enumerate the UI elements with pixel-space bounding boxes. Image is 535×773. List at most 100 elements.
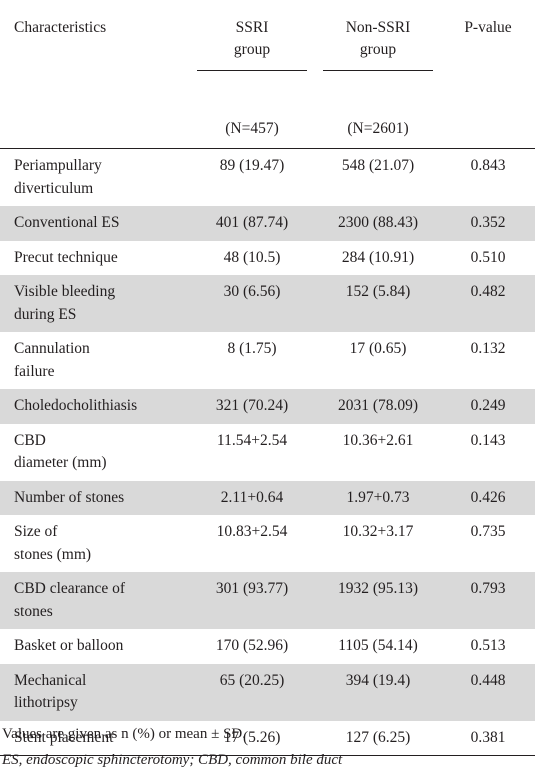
row-label-line1: Cannulation — [14, 340, 90, 357]
table-row: Basket or balloon 170 (52.96) 1105 (54.14)… — [0, 629, 535, 664]
header-characteristics: Characteristics — [14, 19, 107, 36]
row-characteristic: Periampullary diverticulum — [0, 149, 189, 207]
header-non-ssri-group: Non-SSRI group — [315, 0, 441, 110]
header-non-ssri-line1: Non-SSRI — [345, 19, 411, 36]
row-non-ssri-value: 10.32+3.17 — [342, 523, 414, 540]
row-non-ssri-value: 127 (6.25) — [315, 720, 441, 756]
row-label-line1: Conventional ES — [14, 214, 120, 231]
table-row: Precut technique 48 (10.5) 284 (10.91) 0.51… — [0, 241, 535, 276]
table-row: Choledocholithiasis 321 (70.24) 2031 (78.0… — [0, 389, 535, 424]
row-characteristic: Choledocholithiasis — [0, 389, 189, 424]
row-ssri-value: 8 (1.75) — [227, 340, 277, 357]
row-ssri-value: 30 (6.56) — [189, 275, 315, 332]
row-non-ssri-value: 10.36+2.61 — [342, 431, 414, 449]
row-label-line1: Basket or balloon — [14, 637, 124, 654]
row-non-ssri-value: 17 (0.65) — [349, 340, 407, 357]
row-non-ssri-value: 548 (21.07) — [341, 157, 415, 174]
row-label-line1: Mechanical — [14, 671, 87, 689]
footnote-values-note: Values are given as n (%) or mean ± SD. — [2, 726, 246, 742]
header-blank-cell — [0, 110, 189, 149]
row-label-line2: failure — [14, 362, 55, 380]
footnote-abbreviations: ES, endoscopic sphincterotomy; CBD, comm… — [2, 752, 343, 768]
row-characteristic: Size of stones (mm) — [0, 515, 189, 572]
row-p-value: 0.735 — [470, 523, 506, 540]
row-characteristic: Stent placement — [0, 720, 189, 756]
row-label-line2: lithotripsy — [14, 694, 78, 711]
table-row: Stent placement 17 (5.26) 127 (6.25) 0.381 — [0, 720, 535, 756]
row-characteristic: CBD diameter (mm) — [0, 424, 189, 481]
table-row: Number of stones 2.11+0.64 1.97+0.73 0.426 — [0, 480, 535, 515]
row-characteristic: CBD clearance of stones — [0, 572, 189, 629]
row-p-value: 0.143 — [470, 431, 506, 449]
row-p-value: 0.381 — [441, 720, 535, 756]
row-p-value: 0.448 — [441, 663, 535, 721]
row-characteristic: Visible bleeding during ES — [0, 275, 189, 332]
table-header: Characteristics SSRI group Non-SSRI grou… — [0, 0, 535, 149]
row-label-line1: CBD clearance of — [14, 580, 126, 597]
row-characteristic: Basket or balloon — [0, 629, 189, 664]
row-characteristic: Precut technique — [0, 241, 189, 276]
row-ssri-value: 11.54+2.54 — [216, 431, 288, 449]
table-row: Mechanical lithotripsy 65 (20.25) 394 (19.4… — [0, 663, 535, 721]
row-p-value: 0.510 — [470, 248, 506, 266]
row-p-value: 0.249 — [441, 389, 535, 424]
table-row: Conventional ES 401 (87.74) 2300 (88.43) 0.… — [0, 206, 535, 241]
row-label-line1: CBD — [14, 431, 46, 449]
row-label-line1: Periampullary — [14, 157, 102, 174]
row-non-ssri-value: 2031 (78.09) — [315, 389, 441, 424]
row-p-value: 0.513 — [470, 637, 506, 654]
table-body: Periampullary diverticulum 89 (19.47) 548 (… — [0, 149, 535, 756]
row-ssri-value: 17 (5.26) — [189, 720, 315, 756]
row-non-ssri-value: 1105 (54.14) — [338, 637, 418, 654]
row-label-line1: Size of — [14, 523, 58, 540]
header-ssri-line1: SSRI — [235, 19, 269, 36]
row-characteristic: Cannulation failure — [0, 332, 189, 389]
row-label-line2: during ES — [14, 305, 77, 323]
row-characteristic: Conventional ES — [0, 206, 189, 241]
table-row: Cannulation failure 8 (1.75) 17 (0.65) 0.132 — [0, 332, 535, 389]
row-ssri-value: 65 (20.25) — [189, 663, 315, 721]
row-label-line1: Precut technique — [14, 248, 118, 266]
row-label-line1: Stent placement — [14, 728, 114, 746]
row-ssri-value: 401 (87.74) — [189, 206, 315, 241]
row-non-ssri-value: 1.97+0.73 — [315, 480, 441, 515]
table-row: Periampullary diverticulum 89 (19.47) 548 (… — [0, 149, 535, 207]
table-row: CBD diameter (mm) 11.54+2.54 10.36+2.61 0.14… — [0, 424, 535, 481]
row-ssri-value: 301 (93.77) — [189, 572, 315, 629]
row-p-value: 0.482 — [441, 275, 535, 332]
row-ssri-value: 170 (52.96) — [215, 637, 289, 654]
row-label-line1: Number of stones — [14, 488, 125, 506]
row-ssri-value: 2.11+0.64 — [189, 480, 315, 515]
row-non-ssri-value: 394 (19.4) — [315, 663, 441, 721]
header-ssri-group: SSRI group — [189, 0, 315, 110]
row-label-line1: Visible bleeding — [14, 283, 116, 300]
row-label-line2: diverticulum — [14, 179, 94, 197]
row-non-ssri-value: 2300 (88.43) — [315, 206, 441, 241]
table-row: Size of stones (mm) 10.83+2.54 10.32+3.17 0.… — [0, 515, 535, 572]
row-characteristic: Number of stones — [0, 480, 189, 515]
row-non-ssri-value: 284 (10.91) — [341, 248, 415, 266]
row-p-value: 0.426 — [441, 480, 535, 515]
header-ssri-n: (N=457) — [189, 110, 315, 149]
row-ssri-value: 48 (10.5) — [223, 248, 281, 266]
characteristics-table: Characteristics SSRI group Non-SSRI grou… — [0, 0, 535, 756]
row-non-ssri-value: 1932 (95.13) — [315, 572, 441, 629]
header-p-value: P-value — [464, 19, 512, 36]
row-characteristic: Mechanical lithotripsy — [0, 663, 189, 721]
row-p-value: 0.132 — [470, 340, 506, 357]
row-ssri-value: 10.83+2.54 — [216, 523, 288, 540]
row-non-ssri-value: 152 (5.84) — [315, 275, 441, 332]
row-label-line2: stones (mm) — [14, 545, 92, 563]
row-label-line2: stones — [14, 602, 53, 620]
header-ssri-line2: group — [233, 41, 271, 58]
row-p-value: 0.793 — [441, 572, 535, 629]
row-ssri-value: 321 (70.24) — [189, 389, 315, 424]
header-non-ssri-n: (N=2601) — [315, 110, 441, 149]
row-label-line2: diameter (mm) — [14, 454, 107, 471]
table-row: CBD clearance of stones 301 (93.77) 1932 (9… — [0, 572, 535, 629]
row-label-line1: Choledocholithiasis — [14, 397, 138, 414]
row-ssri-value: 89 (19.47) — [219, 157, 285, 174]
row-p-value: 0.843 — [470, 157, 506, 174]
row-p-value: 0.352 — [441, 206, 535, 241]
